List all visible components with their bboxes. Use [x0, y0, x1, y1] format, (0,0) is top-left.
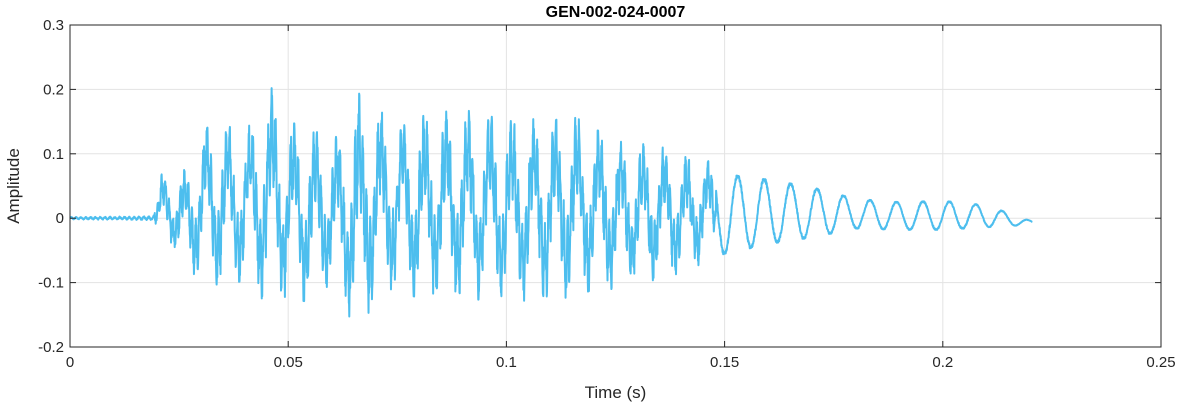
tick-layer: 0 0.05 0.1 0.15 0.2 0.25 -0.2 -0.1 0 0.1 0.2 0.3	[38, 17, 1175, 371]
x-tick-label: 0.15	[710, 354, 739, 371]
plot-border	[69, 24, 1162, 348]
x-tick-label: 0	[66, 354, 74, 371]
y-tick-label: 0.1	[43, 146, 64, 163]
waveform-series-line	[69, 87, 1034, 318]
x-tick-label: 0.25	[1146, 354, 1175, 371]
x-tick-label: 0.1	[496, 354, 517, 371]
y-tick-label: 0.3	[43, 17, 64, 34]
y-tick-label: -0.1	[38, 275, 64, 292]
y-tick-label: -0.2	[38, 339, 64, 356]
chart-title: GEN-002-024-0007	[546, 4, 686, 21]
y-axis-label: Amplitude	[4, 148, 23, 224]
x-tick-label: 0.05	[274, 354, 303, 371]
x-axis-label: Time (s)	[585, 383, 647, 402]
y-tick-label: 0.2	[43, 81, 64, 98]
y-tick-label: 0	[56, 210, 64, 227]
x-tick-label: 0.2	[932, 354, 953, 371]
series-layer	[69, 87, 1034, 318]
